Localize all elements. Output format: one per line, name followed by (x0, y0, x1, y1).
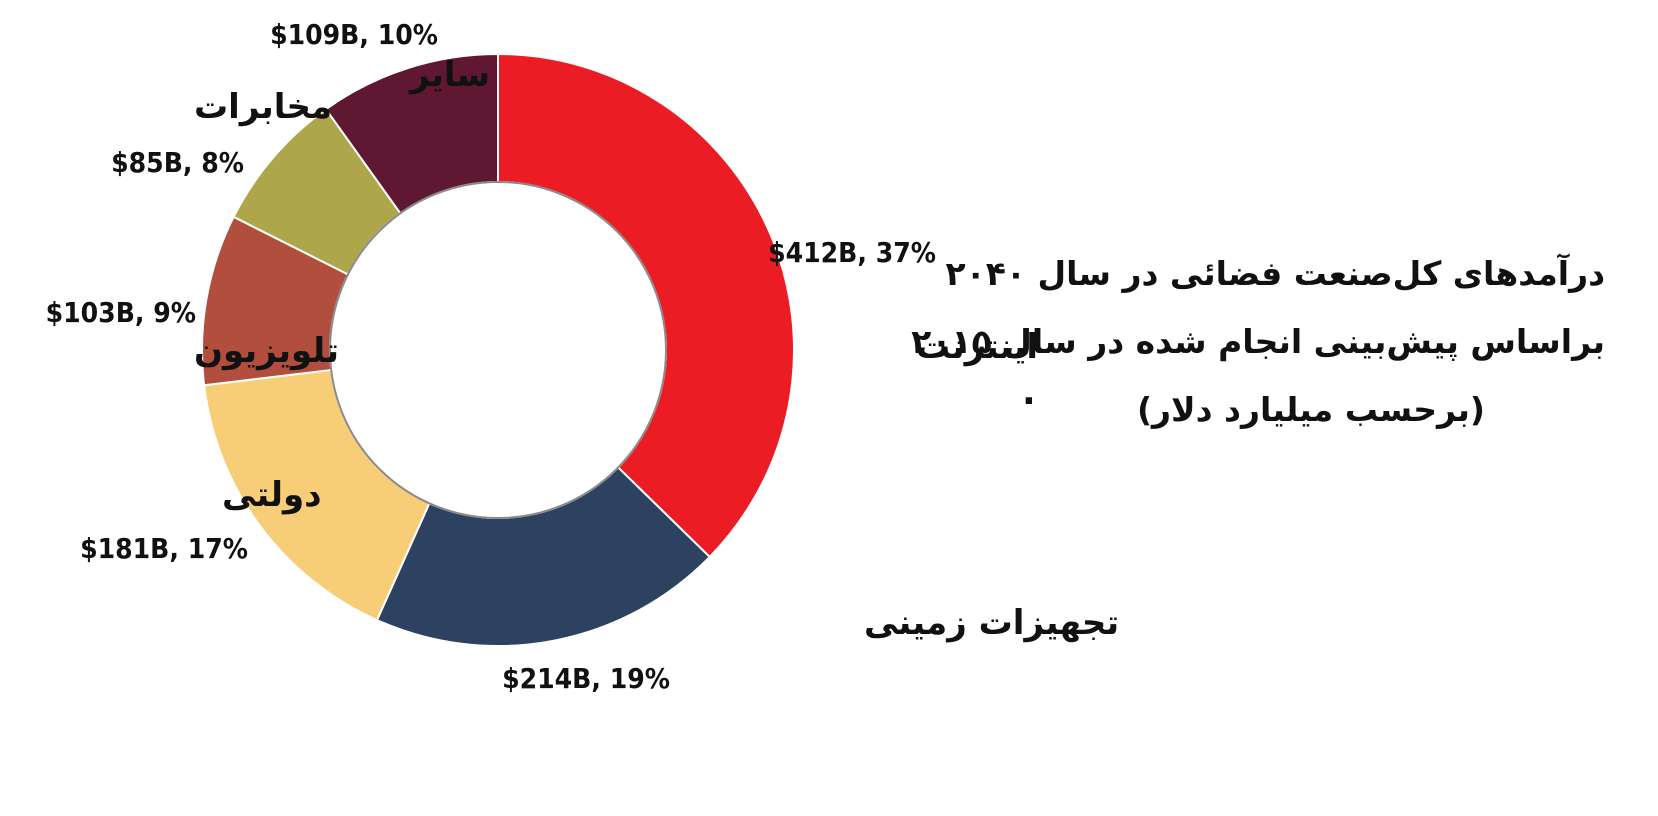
inner-hole (334, 186, 662, 514)
label-value-ground-equipment: $214B, 19% (502, 662, 670, 695)
label-name-internet: اینترنت (916, 327, 1038, 367)
donut-slices (201, 52, 795, 647)
label-value-television: $103B, 9% (46, 296, 196, 329)
label-name-government: دولتی (222, 475, 322, 515)
label-value-other: $109B, 10% (270, 18, 438, 51)
label-value-government: $181B, 17% (80, 532, 248, 565)
chart-title: درآمدهای کل‌صنعت فضائی در سال ۲۰۴۰ براسا… (911, 240, 1605, 444)
label-value-internet: $412B, 37% (768, 236, 936, 269)
label-name-telecom: مخابرات (194, 87, 332, 127)
chart-title-line-2: براساس پیش‌بینی انجام شده در سال ۲۰۱۵ (911, 322, 1605, 361)
inner-ring (329, 181, 667, 519)
label-name-ground-equipment: تجهیزات زمینی (864, 603, 1119, 643)
chart-title-dot: . (1022, 372, 1036, 413)
label-name-other: سایر (408, 55, 490, 95)
chart-title-line-1: درآمدهای کل‌صنعت فضائی در سال ۲۰۴۰ (945, 254, 1605, 293)
label-value-telecom: $85B, 8% (111, 146, 244, 179)
chart-title-line-3: (برحسب میلیارد دلار) (1136, 390, 1485, 429)
label-name-television: تلویزیون (194, 331, 339, 371)
